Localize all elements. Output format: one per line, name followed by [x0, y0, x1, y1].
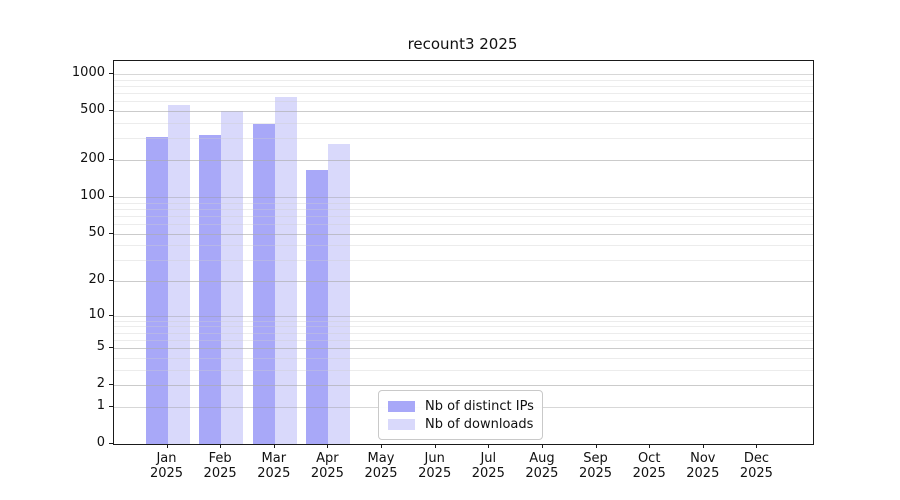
chart-title: recount3 2025	[407, 35, 518, 53]
y-tick-label: 100	[80, 187, 105, 203]
y-tick-label: 1000	[71, 65, 105, 80]
bar-distinct-ips-jan	[145, 136, 168, 444]
x-tick-label-oct: Oct 2025	[632, 451, 666, 481]
x-tick-mark	[273, 444, 275, 448]
minor-gridline	[114, 357, 813, 359]
minor-gridline	[114, 385, 813, 387]
minor-gridline	[114, 215, 813, 217]
minor-gridline	[114, 281, 813, 282]
y-tick-mark	[109, 384, 113, 386]
x-tick-label-dec: Dec 2025	[739, 451, 773, 481]
x-tick-mark	[434, 444, 436, 448]
x-tick-label-feb: Feb 2025	[203, 451, 237, 481]
x-tick-label-may: May 2025	[364, 451, 398, 481]
y-tick-mark	[109, 443, 113, 444]
minor-gridline	[114, 101, 813, 103]
bar-distinct-ips-feb	[199, 135, 222, 444]
x-tick-mark	[541, 444, 543, 448]
x-tick-mark	[649, 444, 651, 448]
minor-gridline	[114, 93, 813, 95]
x-tick-mark	[756, 444, 758, 448]
bar-distinct-ips-mar	[252, 123, 275, 444]
minor-gridline	[114, 208, 813, 210]
major-gridline	[114, 281, 813, 282]
x-tick-mark	[381, 444, 382, 448]
x-tick-label-jul: Jul 2025	[471, 451, 505, 481]
minor-gridline	[114, 260, 813, 262]
y-tick-label: 20	[88, 272, 105, 287]
major-gridline	[114, 74, 813, 75]
x-tick-label-mar: Mar 2025	[257, 451, 291, 481]
major-gridline	[114, 160, 813, 161]
minor-gridline	[114, 233, 813, 235]
minor-gridline	[114, 160, 813, 161]
minor-gridline	[114, 326, 813, 328]
minor-gridline	[114, 111, 813, 113]
x-tick-mark	[702, 444, 704, 448]
legend-label-distinct-ips: Nb of distinct IPs	[425, 398, 534, 414]
major-gridline	[114, 315, 813, 317]
major-gridline	[114, 111, 813, 113]
legend-row-downloads: Nb of downloads	[388, 415, 533, 433]
y-tick-label: 1	[96, 397, 105, 413]
legend-label-downloads: Nb of downloads	[425, 416, 534, 432]
minor-gridline	[114, 369, 813, 371]
minor-gridline	[114, 332, 813, 334]
major-gridline	[114, 196, 813, 198]
minor-gridline	[114, 202, 813, 204]
y-tick-label: 50	[88, 224, 105, 240]
legend: Nb of distinct IPs Nb of downloads	[378, 390, 543, 440]
y-tick-mark	[109, 280, 113, 281]
y-tick-mark	[109, 347, 113, 349]
y-tick-mark	[109, 110, 113, 112]
x-tick-label-apr: Apr 2025	[310, 451, 344, 481]
x-tick-mark	[595, 444, 597, 448]
minor-gridline	[114, 320, 813, 322]
x-tick-mark	[220, 444, 222, 448]
minor-gridline	[114, 339, 813, 341]
bar-downloads-feb	[221, 111, 244, 444]
x-tick-mark	[166, 444, 168, 448]
y-tick-mark	[109, 314, 113, 316]
y-tick-label: 5	[96, 339, 105, 355]
y-tick-label: 2	[96, 376, 105, 392]
minor-gridline	[114, 223, 813, 225]
minor-gridline	[114, 245, 813, 247]
bar-distinct-ips-apr	[306, 170, 329, 444]
major-gridline	[114, 233, 813, 235]
x-tick-label-sep: Sep 2025	[578, 451, 613, 481]
x-tick-mark	[488, 444, 490, 448]
bar-downloads-mar	[274, 97, 297, 444]
x-tick-label-aug: Aug 2025	[525, 451, 559, 481]
minor-gridline	[114, 123, 813, 124]
legend-swatch-distinct-ips	[388, 400, 415, 412]
x-tick-label-jan: Jan 2025	[149, 451, 184, 481]
x-tick-mark	[327, 444, 329, 448]
y-tick-label: 500	[80, 102, 105, 118]
bar-downloads-apr	[328, 144, 351, 444]
y-tick-label: 200	[80, 151, 105, 166]
legend-row-distinct-ips: Nb of distinct IPs	[388, 397, 534, 415]
plot-area	[113, 60, 814, 445]
y-tick-label: 10	[88, 306, 105, 322]
minor-gridline	[114, 348, 813, 350]
legend-swatch-downloads	[388, 418, 415, 430]
x-tick-label-jun: Jun 2025	[418, 451, 452, 481]
y-tick-mark	[109, 159, 113, 160]
y-tick-label: 0	[96, 435, 105, 450]
x-tick-label-nov: Nov 2025	[686, 451, 720, 481]
y-tick-mark	[109, 195, 113, 197]
y-tick-mark	[109, 232, 113, 234]
minor-gridline	[114, 86, 813, 87]
y-tick-mark	[109, 73, 113, 74]
minor-gridline	[114, 138, 813, 140]
major-gridline	[114, 348, 813, 350]
y-tick-mark	[109, 405, 113, 407]
major-gridline	[114, 385, 813, 387]
minor-gridline	[114, 79, 813, 81]
bar-downloads-jan	[167, 105, 190, 444]
